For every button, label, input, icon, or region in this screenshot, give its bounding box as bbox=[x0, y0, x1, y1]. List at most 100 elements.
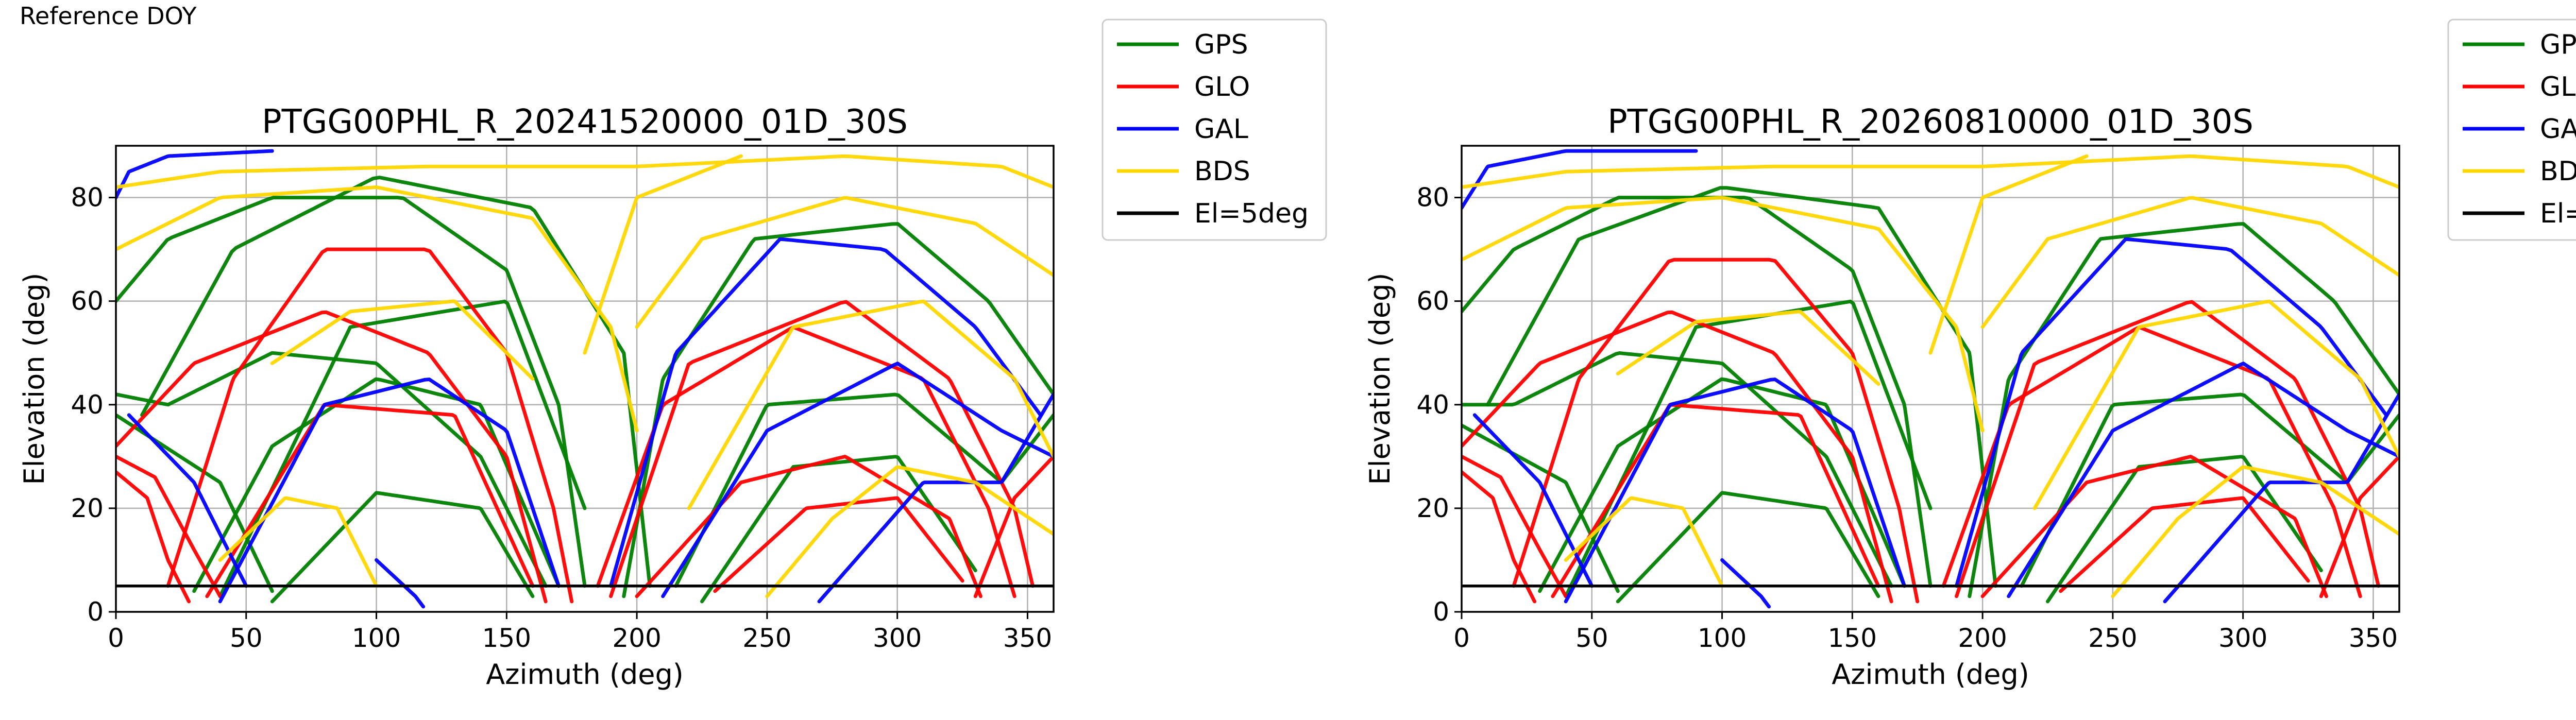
track-bds bbox=[270, 299, 535, 381]
chart-1: 0 50 100 150 200 250 300 350 0 20 40 60 80 PTGG00PHL_… bbox=[18, 19, 1327, 691]
y-axis-label: Elevation (deg) bbox=[18, 273, 50, 485]
track-gal bbox=[1720, 558, 1771, 609]
x-tick-label: 100 bbox=[352, 623, 401, 653]
track-bds bbox=[1462, 196, 1985, 433]
legend-label: BDS bbox=[2540, 156, 2576, 187]
legend-label: BDS bbox=[1194, 156, 1250, 187]
legend-label: GLO bbox=[1194, 72, 1250, 102]
track-bds bbox=[1616, 310, 1880, 386]
x-tick-label: 250 bbox=[2088, 623, 2137, 653]
x-tick-label: 150 bbox=[1828, 623, 1877, 653]
track-glo bbox=[635, 455, 982, 598]
y-tick-label: 80 bbox=[1416, 183, 1449, 213]
series-gps bbox=[1462, 186, 2399, 604]
axes-frame bbox=[115, 145, 1055, 613]
track-glo bbox=[116, 470, 191, 604]
x-tick-label: 350 bbox=[2349, 623, 2398, 653]
legend: GPS GLO GAL BDS El=5deg bbox=[1101, 19, 1327, 241]
track-glo bbox=[1551, 403, 1880, 598]
x-tick-label: 50 bbox=[230, 623, 263, 653]
track-gal bbox=[127, 413, 248, 588]
track-bds bbox=[635, 196, 1054, 329]
y-tick-label: 0 bbox=[87, 597, 104, 627]
x-tick-label: 0 bbox=[1453, 623, 1470, 653]
track-bds bbox=[1980, 196, 2399, 329]
track-gps bbox=[1462, 423, 1620, 593]
track-glo bbox=[116, 454, 222, 598]
track-gal bbox=[2007, 362, 2399, 598]
track-glo bbox=[973, 454, 1054, 598]
track-glo bbox=[596, 325, 1016, 598]
track-gps bbox=[700, 455, 977, 604]
track-glo bbox=[1462, 470, 1537, 604]
track-bds bbox=[2111, 465, 2399, 598]
track-glo bbox=[166, 247, 574, 604]
track-bds bbox=[1462, 154, 2399, 189]
track-bds bbox=[583, 154, 743, 355]
track-glo bbox=[1462, 454, 1568, 598]
track-gps bbox=[1538, 377, 1906, 593]
track-gps bbox=[622, 222, 1054, 598]
track-gps bbox=[1462, 196, 1933, 588]
legend-label: El=5deg bbox=[2540, 198, 2576, 229]
track-gal bbox=[1462, 149, 1698, 210]
figure-label: Reference DOY bbox=[20, 2, 197, 30]
track-gps bbox=[192, 377, 561, 593]
x-tick-label: 300 bbox=[2218, 623, 2267, 653]
track-glo bbox=[2059, 496, 2310, 593]
x-tick-label: 350 bbox=[1003, 623, 1052, 653]
x-tick-label: 300 bbox=[873, 623, 922, 653]
track-gal bbox=[609, 237, 1043, 588]
legend-label: GPS bbox=[2540, 29, 2576, 60]
y-tick-label: 60 bbox=[1416, 286, 1449, 316]
legend-label: GAL bbox=[1194, 114, 1248, 145]
track-bds bbox=[1564, 496, 1724, 588]
track-gps bbox=[270, 491, 535, 604]
series-glo bbox=[116, 247, 1054, 604]
y-tick-label: 60 bbox=[71, 286, 104, 316]
track-gps bbox=[1462, 351, 1893, 588]
track-gps bbox=[116, 196, 587, 588]
track-glo bbox=[609, 300, 1035, 598]
data-layer bbox=[116, 149, 1054, 609]
x-tick-label: 250 bbox=[742, 623, 791, 653]
series-gal bbox=[1462, 149, 2399, 609]
x-tick-label: 50 bbox=[1575, 623, 1608, 653]
legend-label: El=5deg bbox=[1194, 198, 1309, 229]
axes-frame bbox=[1461, 145, 2400, 613]
track-glo bbox=[1941, 325, 2362, 598]
legend-box bbox=[1101, 19, 1327, 241]
track-gal bbox=[2163, 392, 2399, 604]
track-gps bbox=[116, 351, 548, 588]
x-tick-label: 100 bbox=[1698, 623, 1747, 653]
track-bds bbox=[116, 185, 639, 433]
x-axis-label: Azimuth (deg) bbox=[1832, 658, 2029, 691]
track-bds bbox=[116, 154, 1054, 189]
track-glo bbox=[1980, 455, 2328, 598]
track-glo bbox=[205, 403, 535, 598]
y-tick-label: 40 bbox=[71, 390, 104, 420]
y-tick-label: 20 bbox=[1416, 493, 1449, 523]
chart-title: PTGG00PHL_R_20241520000_01D_30S bbox=[262, 103, 908, 141]
track-gal bbox=[661, 362, 1054, 598]
chart-2: 0 50 100 150 200 250 300 350 0 20 40 60 80 PTGG00PHL_… bbox=[1364, 19, 2576, 691]
x-tick-label: 200 bbox=[612, 623, 661, 653]
series-bds bbox=[1462, 154, 2399, 598]
x-tick-label: 200 bbox=[1958, 623, 2007, 653]
track-bds bbox=[218, 496, 379, 588]
track-gps bbox=[140, 176, 652, 588]
x-tick-label: 150 bbox=[482, 623, 531, 653]
track-gps bbox=[1486, 186, 1997, 588]
track-bds bbox=[1928, 154, 2089, 355]
track-glo bbox=[1512, 258, 1920, 604]
track-glo bbox=[1462, 310, 1893, 604]
track-gal bbox=[1472, 413, 1594, 588]
x-axis-label: Azimuth (deg) bbox=[486, 658, 684, 691]
y-tick-label: 80 bbox=[71, 183, 104, 213]
track-glo bbox=[713, 496, 964, 593]
y-tick-label: 20 bbox=[71, 493, 104, 523]
series-gps bbox=[116, 176, 1054, 604]
y-tick-label: 40 bbox=[1416, 390, 1449, 420]
